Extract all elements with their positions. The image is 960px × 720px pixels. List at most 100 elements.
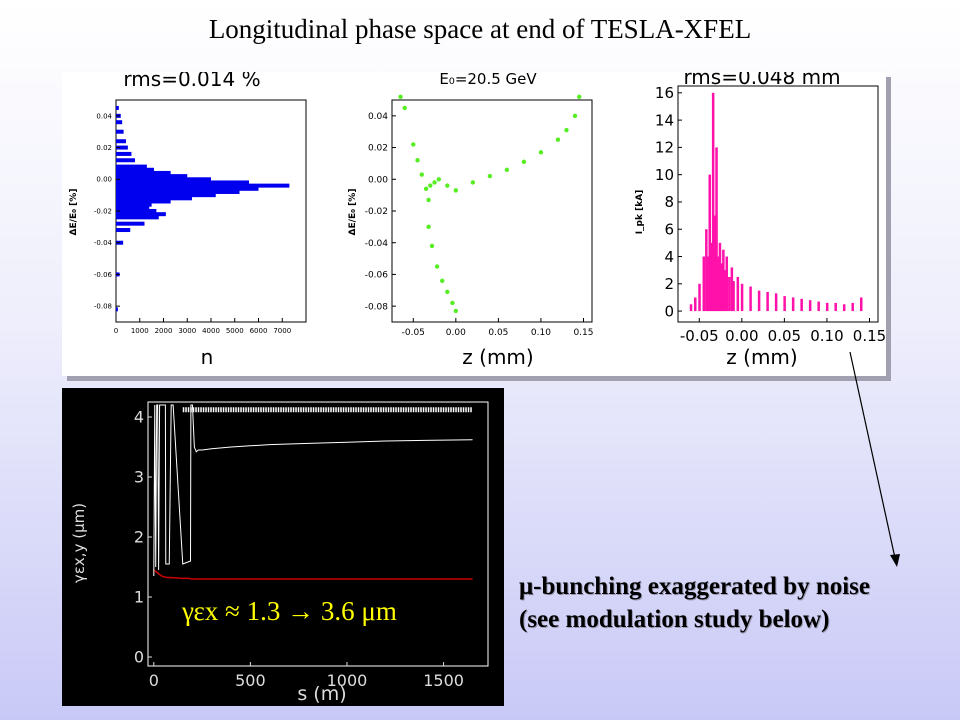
y-tick-label: 0.02 <box>368 144 388 154</box>
current-bar <box>749 286 752 312</box>
current-xlabel: z (mm) <box>726 345 797 369</box>
scatter-point <box>453 308 459 314</box>
y-tick-label: 0 <box>664 302 674 320</box>
current-bar <box>736 276 740 312</box>
histogram-bar <box>116 307 118 312</box>
histogram-bar <box>116 139 126 144</box>
x-tick-label: 1500 <box>423 671 464 690</box>
histogram-bar <box>116 129 124 134</box>
x-tick-label: 5000 <box>226 327 244 335</box>
histogram-bar <box>116 105 119 110</box>
y-tick-label: 4 <box>134 408 144 427</box>
histogram-bar <box>116 189 240 194</box>
emittance-series-line <box>153 569 473 580</box>
scatter-point <box>402 105 407 111</box>
y-tick-label: 3 <box>134 468 144 487</box>
x-tick-label: 1000 <box>327 671 368 690</box>
histogram-bar <box>116 170 171 175</box>
histogram-bar <box>116 145 128 150</box>
scatter-point <box>426 224 431 230</box>
current-bar <box>732 281 735 312</box>
histogram-bar <box>116 158 135 163</box>
y-tick-label: -0.02 <box>94 207 112 215</box>
y-tick-label: 0.00 <box>96 176 112 184</box>
current-bar <box>859 297 863 312</box>
x-tick-label: 500 <box>235 671 266 690</box>
scatter-point <box>470 180 476 185</box>
current-bar <box>722 249 725 312</box>
histogram-bar <box>116 180 249 185</box>
current-bar <box>728 276 731 312</box>
scatter-point <box>538 150 544 155</box>
x-tick-label: 0.10 <box>810 327 843 345</box>
current-bar <box>800 298 803 312</box>
histogram-bar <box>116 196 192 201</box>
scatter-point <box>415 158 420 163</box>
histogram-bar <box>116 167 154 172</box>
current-bar <box>698 283 701 312</box>
histogram-bar <box>116 228 131 233</box>
current-bar <box>774 293 778 312</box>
emittance-plot-frame <box>147 401 489 667</box>
emittance-series: 0 500 1000 1500 4 3 2 1 0 <box>134 404 473 690</box>
current-bar <box>757 290 761 312</box>
scatter-point <box>564 127 569 133</box>
scatter-plot-frame <box>391 99 593 323</box>
x-tick-label: 0.15 <box>853 327 886 345</box>
x-tick-label: 0.00 <box>725 327 758 345</box>
current-bar <box>825 302 829 312</box>
scatter-point <box>572 113 578 119</box>
emittance-ylabel: γεx,y (μm) <box>70 503 88 583</box>
y-tick-label: 2 <box>134 528 144 547</box>
scatter-point <box>419 172 424 177</box>
current-bar <box>715 147 718 312</box>
scatter-point <box>428 183 433 188</box>
y-tick-label: 4 <box>664 248 674 266</box>
current-bar <box>706 256 710 312</box>
phase-space-panel: 0 1000 2000 3000 4000 5000 6000 7000 0.04 0.02 0.0… <box>62 72 886 376</box>
scatter-point <box>432 180 437 185</box>
current-bar <box>710 242 713 312</box>
arrow-line <box>849 351 896 559</box>
x-tick-label: 1000 <box>131 327 149 335</box>
y-tick-label: 0 <box>134 648 144 667</box>
scatter-point <box>445 183 450 188</box>
histogram-bar <box>116 183 290 188</box>
hist-title: rms=0.014 % <box>123 72 260 91</box>
x-tick-label: 6000 <box>250 327 268 335</box>
current-bar <box>694 297 697 312</box>
current-profile: -0.05 0.00 0.05 0.10 0.15 16 14 12 10 8 6 4 2 0 <box>655 84 886 345</box>
scatter-point <box>487 173 493 179</box>
hist-xlabel: n <box>201 345 214 369</box>
scatter-point <box>398 94 403 100</box>
x-tick-label: 0.05 <box>768 327 801 345</box>
emittance-xlabel: s (m) <box>297 683 346 705</box>
current-bar <box>725 256 729 312</box>
y-tick-label: 14 <box>655 111 674 129</box>
scatter-point <box>423 186 429 191</box>
energy-histogram: 0 1000 2000 3000 4000 5000 6000 7000 0.04 0.02 0.0… <box>94 105 291 335</box>
hist-ylabel: ΔE/E₀ [%] <box>69 189 79 236</box>
current-bar <box>740 283 744 312</box>
current-bar <box>702 256 706 312</box>
y-tick-label: 0.04 <box>96 112 112 120</box>
arrow-head <box>890 554 900 567</box>
y-tick-label: -0.04 <box>94 239 113 247</box>
emittance-panel: 0 500 1000 1500 4 3 2 1 0 s (m) γεx,y (μm) γεx ≈… <box>62 388 504 706</box>
x-tick-label: 2000 <box>155 327 173 335</box>
y-tick-label: -0.06 <box>365 271 389 281</box>
y-tick-label: -0.06 <box>94 271 113 279</box>
x-tick-label: -0.05 <box>402 328 425 338</box>
scatter-point <box>426 197 431 203</box>
current-bar <box>791 297 795 312</box>
x-tick-label: 0.15 <box>573 328 593 338</box>
y-tick-label: 12 <box>655 139 674 157</box>
phase-space-scatter: -0.05 0.00 0.05 0.10 0.15 0.04 0.02 0.00 -0.02 -0… <box>365 94 594 338</box>
emittance-annotation: γεx ≈ 1.3 → 3.6 μm <box>181 596 397 626</box>
x-tick-label: 0.05 <box>488 328 508 338</box>
x-tick-label: 4000 <box>202 327 220 335</box>
current-bar <box>851 302 854 312</box>
y-tick-label: 0.02 <box>96 144 112 152</box>
current-bar <box>708 174 711 312</box>
